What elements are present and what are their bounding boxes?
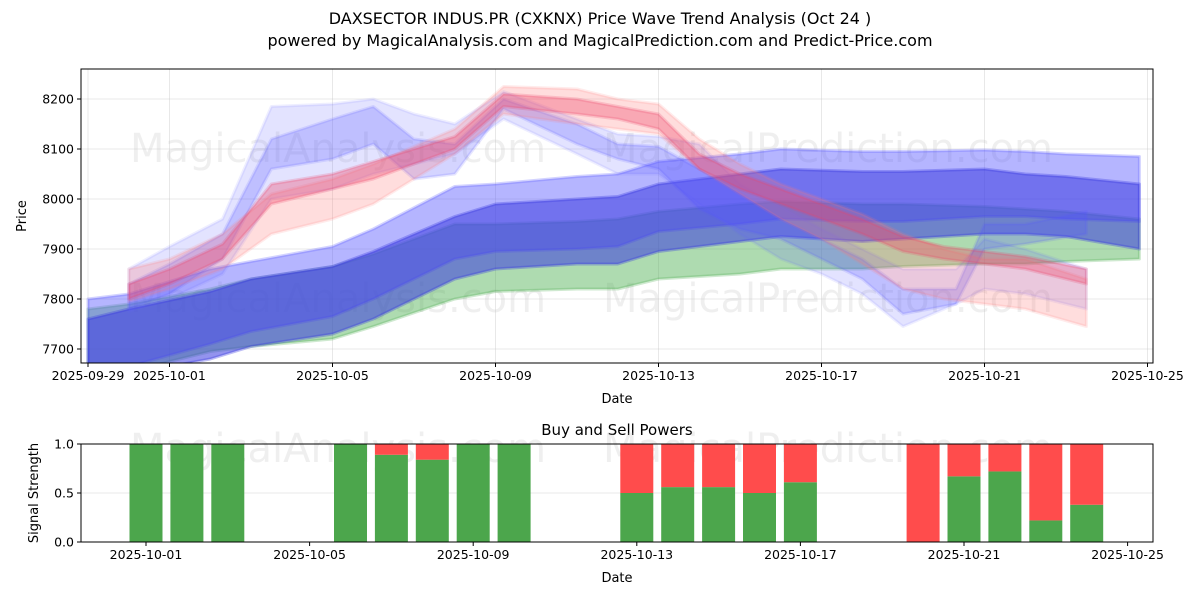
buy-bar: [988, 471, 1022, 542]
bottom-xtick-label: 2025-10-09: [437, 547, 510, 562]
sell-bar: [620, 444, 654, 493]
bottom-xtick-label: 2025-10-17: [764, 547, 837, 562]
watermark-mid-right: MagicalPrediction.com: [603, 276, 1053, 322]
sell-bar: [1070, 444, 1104, 505]
top-ytick-label: 7800: [42, 292, 74, 307]
red-wave-light: [127, 85, 1088, 328]
buy-bar: [415, 459, 449, 542]
sell-bar: [415, 444, 449, 460]
top-xtick-label: 2025-09-29: [52, 368, 125, 383]
top-ylabel: Price: [15, 200, 30, 232]
top-xtick-label: 2025-10-13: [622, 368, 695, 383]
sell-bar: [374, 444, 408, 455]
bottom-ytick-label: 0.5: [54, 486, 74, 501]
sell-bar: [906, 444, 940, 542]
bottom-xtick-label: 2025-10-13: [600, 547, 673, 562]
top-xtick-label: 2025-10-01: [133, 368, 206, 383]
buy-bar: [170, 444, 204, 542]
sell-bar: [783, 444, 817, 483]
bottom-ylabel: Signal Strength: [27, 443, 42, 543]
top-plot-frame: [80, 68, 1154, 364]
buy-bar: [947, 476, 981, 542]
top-xtick-label: 2025-10-21: [948, 368, 1021, 383]
buy-bar: [456, 444, 490, 542]
buy-bar: [129, 444, 163, 542]
buy-bar: [1070, 504, 1104, 542]
bottom-axes: 0.0 0.5 1.0 2025-10-01 2025-10-05 2025-10-09 2…: [54, 437, 1164, 563]
sell-bar: [661, 444, 695, 488]
sell-bar: [1029, 444, 1063, 521]
watermark-top-left: MagicalAnalysis.com: [130, 126, 546, 172]
top-xtick-label: 2025-10-25: [1111, 368, 1184, 383]
top-ytick-label: 7900: [42, 242, 74, 257]
blue-wave-mid: [127, 97, 1088, 316]
price-bands: [86, 85, 1141, 363]
bottom-xtick-label: 2025-10-25: [1091, 547, 1164, 562]
chart-title: DAXSECTOR INDUS.PR (CXKNX) Price Wave Tr…: [328, 9, 872, 28]
top-xtick-label: 2025-10-05: [296, 368, 369, 383]
buy-bar: [497, 444, 531, 542]
sell-bar: [743, 444, 776, 493]
top-xtick-label: 2025-10-17: [785, 368, 858, 383]
buy-bar: [334, 444, 367, 542]
buy-bar: [1029, 520, 1063, 542]
signal-bars: [129, 444, 1104, 542]
top-ytick-label: 8000: [42, 192, 74, 207]
sell-bar: [988, 444, 1022, 472]
bottom-ytick-label: 1.0: [54, 437, 74, 452]
buy-bar: [661, 487, 695, 542]
buy-bar: [211, 444, 245, 542]
bottom-xtick-label: 2025-10-21: [928, 547, 1001, 562]
top-axes: 7700 7800 7900 8000 8100 8200 2025-09-29 2025-1…: [42, 92, 1184, 384]
buy-bar: [783, 482, 817, 542]
buy-bar: [702, 487, 736, 542]
bottom-ytick-label: 0.0: [54, 535, 74, 550]
sell-bar: [702, 444, 736, 488]
bottom-title: Buy and Sell Powers: [541, 421, 693, 439]
sell-bar: [947, 444, 981, 477]
red-wave-dark: [127, 92, 1088, 301]
top-ytick-label: 7700: [42, 342, 74, 357]
chart-subtitle: powered by MagicalAnalysis.com and Magic…: [267, 31, 933, 50]
blue-band-inner: [86, 167, 1141, 363]
bottom-xlabel: Date: [601, 571, 632, 586]
buy-bar: [743, 493, 776, 542]
top-ytick-label: 8200: [42, 92, 74, 107]
buy-bar: [374, 454, 408, 542]
blue-wave-light: [127, 90, 1088, 328]
bottom-xtick-label: 2025-10-05: [273, 547, 346, 562]
top-ytick-label: 8100: [42, 142, 74, 157]
bottom-xtick-label: 2025-10-01: [110, 547, 183, 562]
top-xtick-label: 2025-10-09: [459, 368, 532, 383]
buy-bar: [620, 493, 654, 542]
top-xlabel: Date: [601, 392, 632, 407]
watermark-top-right: MagicalPrediction.com: [603, 126, 1053, 172]
